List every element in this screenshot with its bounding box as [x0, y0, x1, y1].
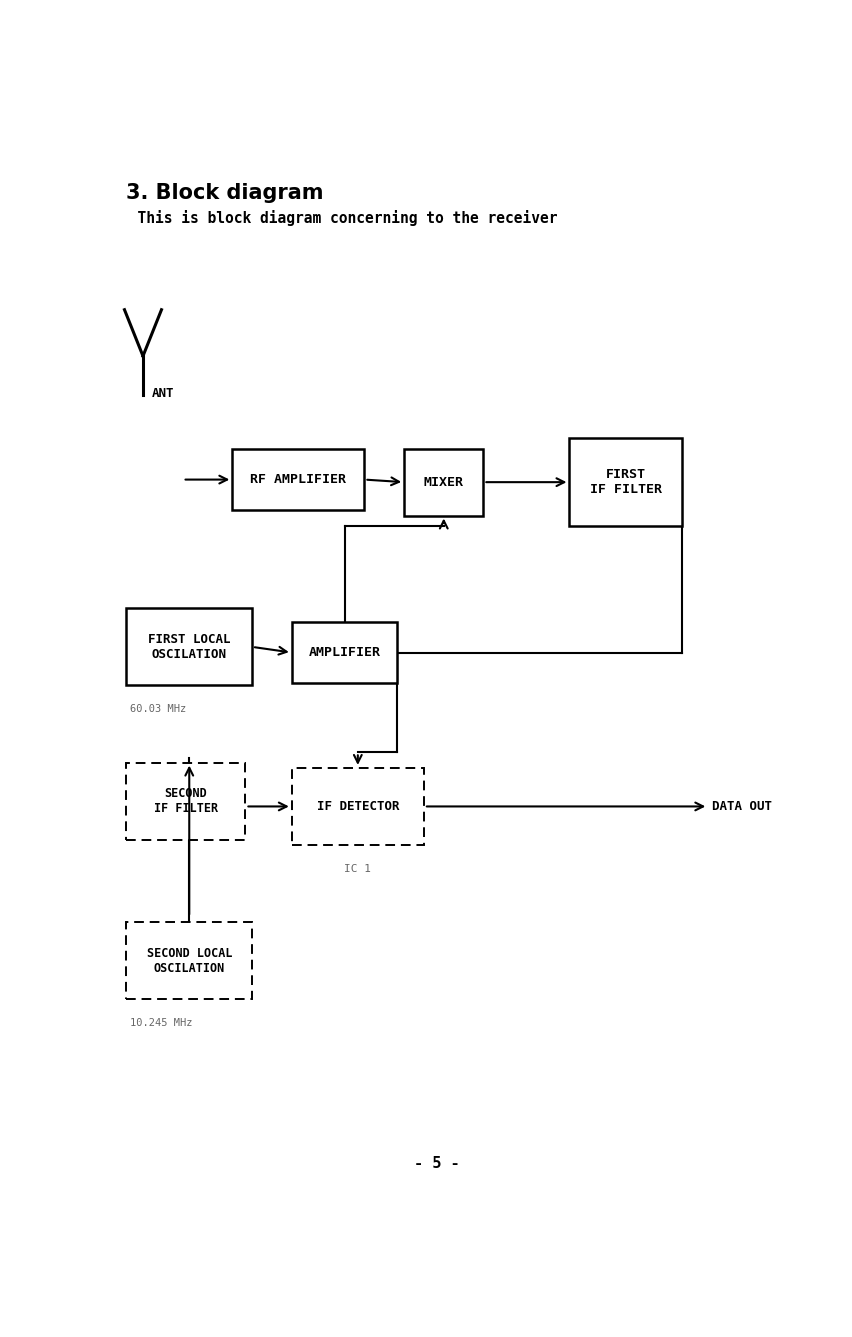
FancyBboxPatch shape: [126, 923, 252, 1000]
Text: 60.03 MHz: 60.03 MHz: [130, 705, 186, 714]
Text: DATA OUT: DATA OUT: [711, 800, 770, 813]
FancyBboxPatch shape: [404, 449, 483, 516]
Text: MIXER: MIXER: [423, 476, 463, 488]
Text: SECOND LOCAL
OSCILATION: SECOND LOCAL OSCILATION: [147, 947, 232, 975]
Text: FIRST
IF FILTER: FIRST IF FILTER: [589, 468, 661, 496]
Text: 10.245 MHz: 10.245 MHz: [130, 1017, 192, 1028]
Text: This is block diagram concerning to the receiver: This is block diagram concerning to the …: [119, 210, 556, 226]
Text: IC 1: IC 1: [344, 864, 371, 873]
Text: - 5 -: - 5 -: [414, 1157, 459, 1171]
Text: AMPLIFIER: AMPLIFIER: [308, 646, 380, 659]
Text: ANT: ANT: [152, 386, 174, 400]
Text: RF AMPLIFIER: RF AMPLIFIER: [250, 473, 346, 487]
FancyBboxPatch shape: [291, 767, 423, 845]
FancyBboxPatch shape: [232, 449, 364, 511]
FancyBboxPatch shape: [569, 439, 681, 525]
Text: SECOND
IF FILTER: SECOND IF FILTER: [153, 787, 218, 816]
Text: IF DETECTOR: IF DETECTOR: [316, 800, 399, 813]
Text: 3. Block diagram: 3. Block diagram: [126, 183, 324, 203]
Text: FIRST LOCAL
OSCILATION: FIRST LOCAL OSCILATION: [148, 632, 230, 660]
FancyBboxPatch shape: [126, 762, 245, 840]
FancyBboxPatch shape: [126, 608, 252, 686]
FancyBboxPatch shape: [291, 622, 397, 683]
